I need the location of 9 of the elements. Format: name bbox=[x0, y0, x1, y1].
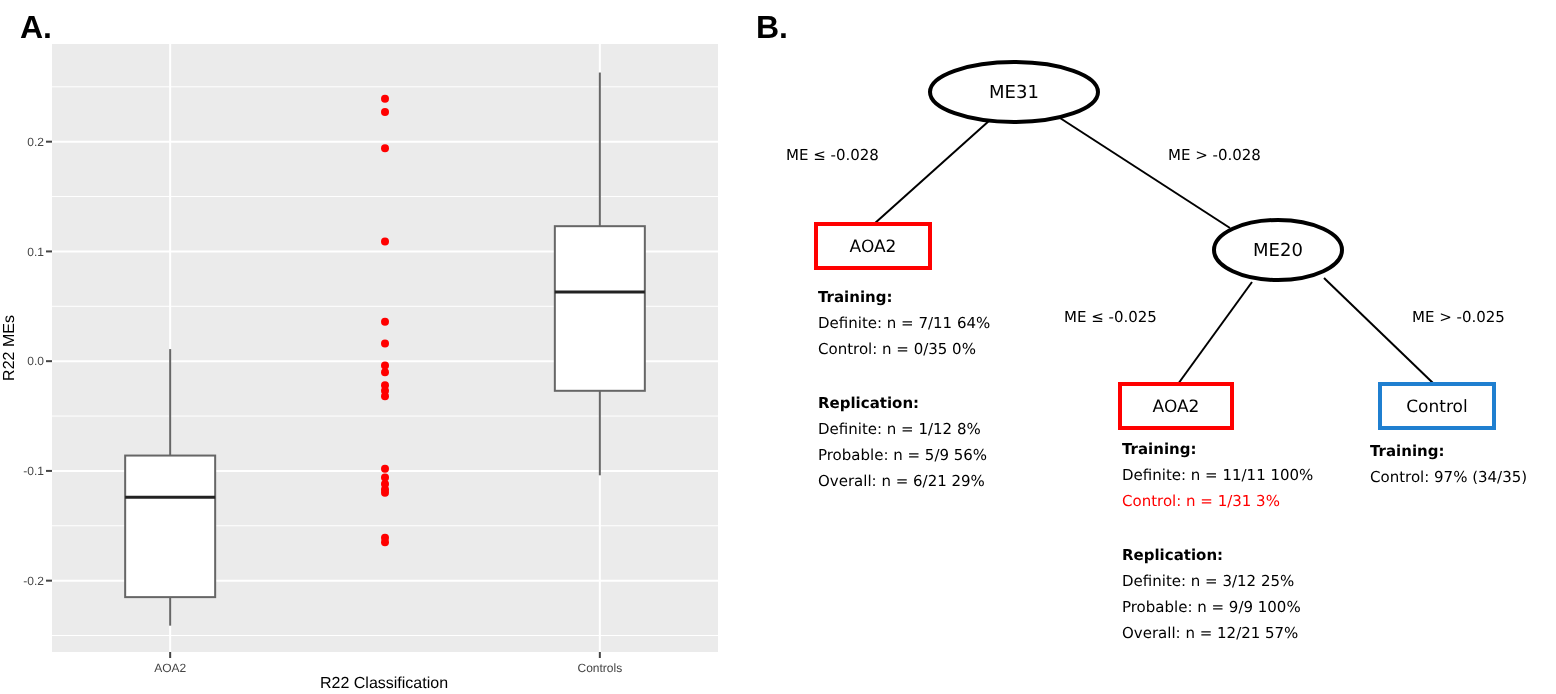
x-axis-title: R22 Classification bbox=[319, 674, 449, 692]
text: ME31 bbox=[989, 84, 1039, 104]
text: Control bbox=[1406, 398, 1468, 418]
text: AOA2 bbox=[1152, 398, 1200, 418]
y-axis-title: R22 MEs bbox=[0, 315, 18, 381]
chart-title: A. bbox=[20, 12, 52, 46]
text: ME20 bbox=[1253, 242, 1304, 262]
text: AOA2 bbox=[849, 238, 897, 258]
text: B. bbox=[756, 12, 788, 46]
